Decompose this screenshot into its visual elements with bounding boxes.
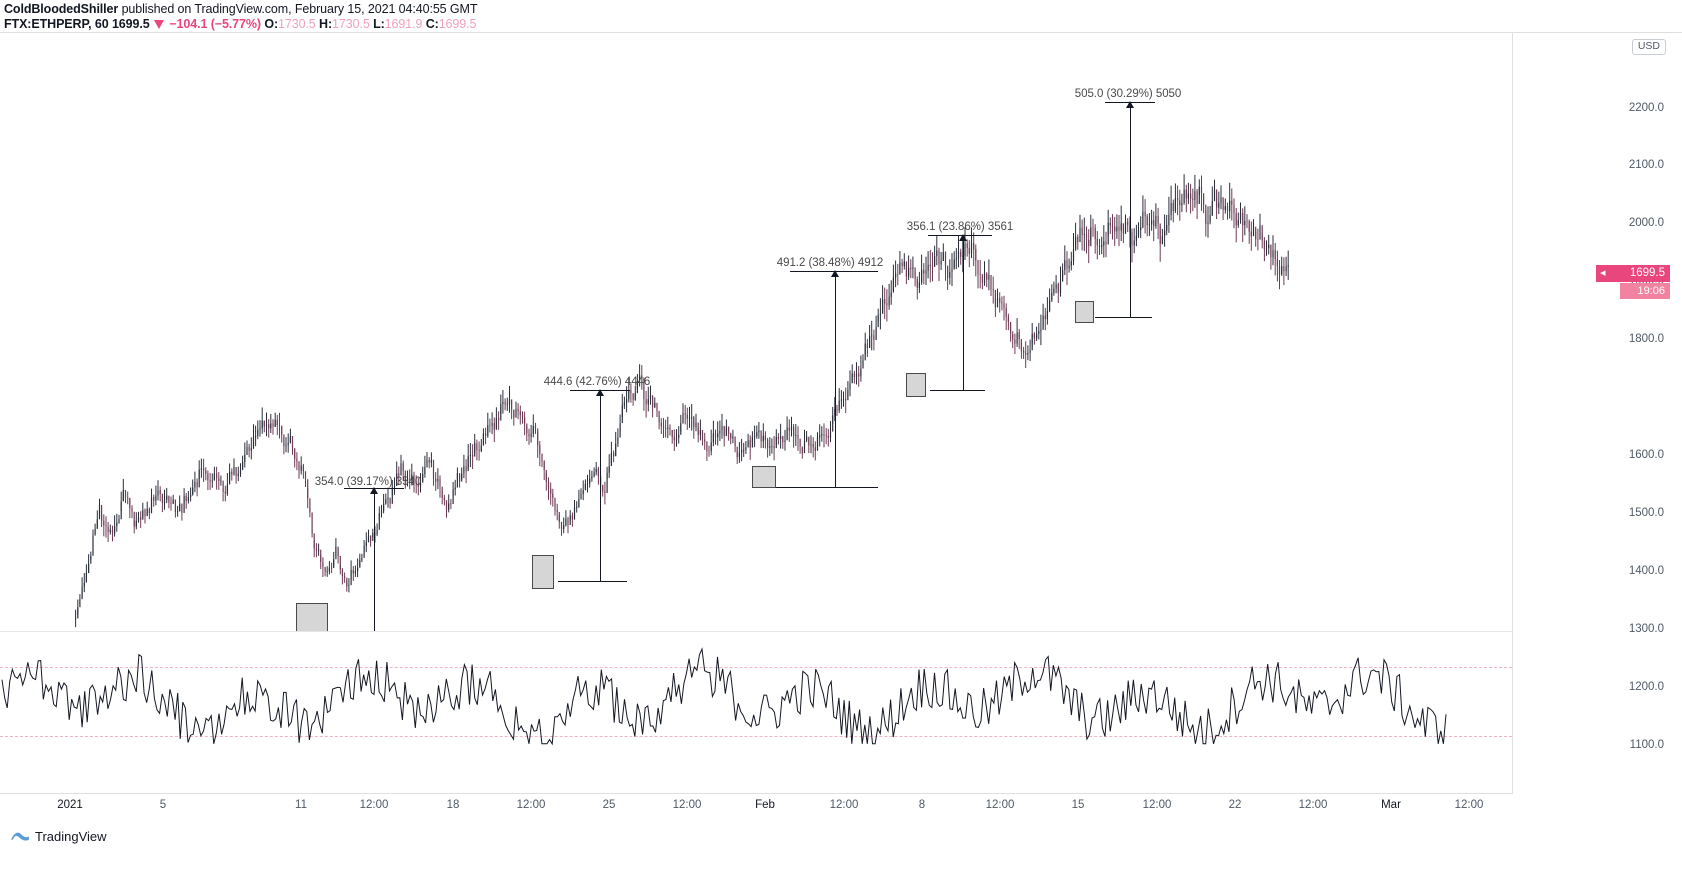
tradingview-logo-text: TradingView <box>35 828 107 844</box>
close-label: C: <box>425 17 439 31</box>
time-axis[interactable]: 2021 5 11 12:00 18 12:00 25 12:00 Feb 12:00 8 12:00… <box>0 794 1682 822</box>
time-axis-tick: 12:00 <box>985 799 1015 811</box>
rsi-level-line <box>0 667 1512 669</box>
measure-vertical-line[interactable] <box>963 235 964 390</box>
measure-label: 491.2 (38.48%) 4912 <box>776 257 884 269</box>
current-price-value: 1699.5 <box>1629 267 1665 279</box>
measure-arrow-icon <box>596 389 604 396</box>
measure-top-cap <box>928 235 992 236</box>
measure-arrow-icon <box>1126 101 1134 108</box>
time-axis-tick: 18 <box>446 799 460 811</box>
current-price-badge: ◂ 1699.5 <box>1596 265 1670 282</box>
pattern-highlight-box[interactable] <box>906 373 926 397</box>
price-axis-tick: 2000.0 <box>1628 217 1664 229</box>
measure-vertical-line[interactable] <box>1130 102 1131 317</box>
author-name: ColdBloodedShiller <box>4 2 119 16</box>
price-axis-tick: 1400.0 <box>1628 565 1664 577</box>
measure-arrow-icon <box>370 487 378 494</box>
triangle-down-icon <box>153 20 164 29</box>
pattern-highlight-box[interactable] <box>296 603 328 631</box>
high-value: 1730.5 <box>332 17 370 31</box>
pattern-highlight-box[interactable] <box>532 555 554 589</box>
measure-vertical-line[interactable] <box>374 488 375 631</box>
measure-vertical-line[interactable] <box>600 390 601 581</box>
price-axis-tick: 1600.0 <box>1628 449 1664 461</box>
change-absolute: −104.1 <box>169 17 208 31</box>
change-percent: (−5.77%) <box>210 17 261 31</box>
measure-arrow-icon <box>831 270 839 277</box>
measure-top-cap <box>1105 102 1155 103</box>
time-axis-tick: 2021 <box>57 799 83 811</box>
time-axis-tick: Feb <box>755 799 775 811</box>
price-axis-tick: 1300.0 <box>1628 623 1664 635</box>
measure-label: 444.6 (42.76%) 4446 <box>543 376 651 388</box>
last-price: 1699.5 <box>111 17 150 31</box>
open-label: O: <box>264 17 279 31</box>
measure-top-cap <box>344 488 404 489</box>
measure-label: 356.1 (23.86%) 3561 <box>906 221 1014 233</box>
time-axis-tick: 12:00 <box>516 799 546 811</box>
rsi-level-line <box>0 735 1512 737</box>
pattern-highlight-box[interactable] <box>1075 301 1094 323</box>
rsi-series-canvas <box>1 647 1447 746</box>
measure-top-cap <box>570 390 630 391</box>
close-value: 1699.5 <box>438 17 477 31</box>
time-axis-tick: 12:00 <box>1298 799 1328 811</box>
tradingview-logo[interactable]: TradingView <box>10 828 107 844</box>
time-axis-tick: 22 <box>1228 799 1242 811</box>
header-quote-line: FTX:ETHPERP, 60 1699.5 −104.1 (−5.77%) O… <box>4 17 1682 32</box>
pane-separator <box>0 631 1512 632</box>
measure-bottom-cap <box>930 390 985 391</box>
measure-bottom-cap <box>558 581 627 582</box>
measure-top-cap <box>790 271 878 272</box>
measure-bottom-cap <box>1095 317 1152 318</box>
measure-label: 505.0 (30.29%) 5050 <box>1074 88 1182 100</box>
measure-arrow-icon <box>959 234 967 241</box>
price-axis-tick: 1100.0 <box>1629 739 1664 751</box>
tradingview-logo-icon <box>11 832 29 841</box>
low-value: 1691.9 <box>384 17 423 31</box>
time-axis-tick: 12:00 <box>359 799 389 811</box>
price-axis-tick: 2100.0 <box>1628 159 1664 171</box>
symbol-title[interactable]: FTX:ETHPERP, 60 <box>4 17 109 31</box>
measure-vertical-line[interactable] <box>835 271 836 487</box>
rsi-pane[interactable] <box>0 633 1512 763</box>
time-axis-tick: 12:00 <box>1454 799 1484 811</box>
header-attribution-line: ColdBloodedShiller published on TradingV… <box>4 2 1682 17</box>
current-time-badge: 19:06 <box>1620 283 1670 299</box>
price-axis-tick: 1200.0 <box>1628 681 1664 693</box>
time-axis-tick: 12:00 <box>829 799 859 811</box>
price-axis-tick: 2200.0 <box>1628 102 1664 114</box>
price-axis-tick: 1500.0 <box>1628 507 1664 519</box>
price-series-canvas <box>75 174 1289 628</box>
pattern-highlight-box[interactable] <box>752 466 776 488</box>
price-arrow-icon: ◂ <box>1600 267 1606 279</box>
price-pane[interactable]: 354.0 (39.17%) 3540 444.6 (42.76%) 4446 49… <box>0 33 1512 631</box>
time-axis-tick: 8 <box>918 799 926 811</box>
measure-label: 354.0 (39.17%) 3540 <box>314 476 422 488</box>
published-date: February 15, 2021 04:40:55 GMT <box>294 2 478 16</box>
open-value: 1730.5 <box>278 17 316 31</box>
time-axis-tick: 25 <box>602 799 616 811</box>
measure-bottom-cap <box>776 487 878 488</box>
price-axis-tick: 1800.0 <box>1628 333 1664 345</box>
chart-frame[interactable]: 354.0 (39.17%) 3540 444.6 (42.76%) 4446 49… <box>0 32 1682 867</box>
high-label: H: <box>319 17 333 31</box>
time-axis-tick: 11 <box>295 799 307 811</box>
time-axis-tick: 12:00 <box>672 799 702 811</box>
chart-footer: TradingView <box>0 828 1682 876</box>
time-axis-tick: Mar <box>1381 799 1401 811</box>
chart-header: ColdBloodedShiller published on TradingV… <box>0 0 1682 32</box>
currency-badge[interactable]: USD <box>1631 39 1666 55</box>
price-axis[interactable]: USD 2200.02100.02000.01900.01800.01600.0… <box>1512 33 1682 867</box>
low-label: L: <box>373 17 385 31</box>
time-axis-tick: 5 <box>159 799 167 811</box>
published-prefix: published on TradingView.com, <box>121 2 292 16</box>
time-axis-tick: 15 <box>1071 799 1085 811</box>
time-axis-tick: 12:00 <box>1142 799 1172 811</box>
